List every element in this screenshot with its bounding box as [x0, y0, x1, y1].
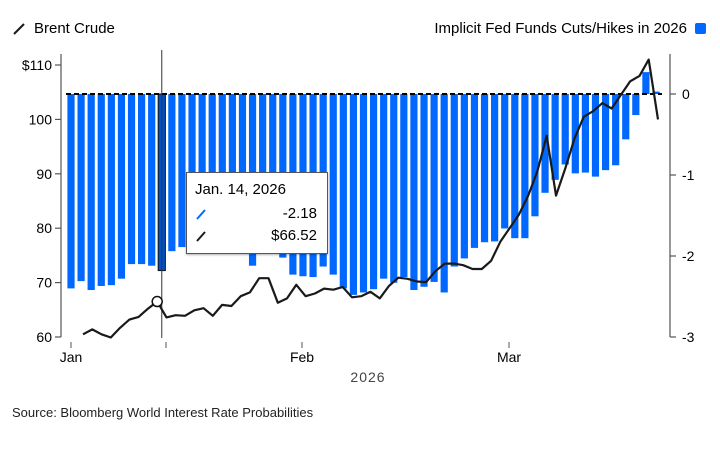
- legend-right-label: Implicit Fed Funds Cuts/Hikes in 2026: [434, 20, 687, 37]
- bar: [218, 94, 226, 244]
- bar: [77, 94, 85, 282]
- bar: [117, 94, 126, 279]
- bar: [148, 94, 156, 266]
- bar: [87, 94, 95, 291]
- tooltip: Jan. 14, 2026 -2.18 $66.52: [186, 172, 328, 254]
- tooltip-date: Jan. 14, 2026: [195, 181, 286, 198]
- bar: [511, 94, 519, 239]
- x-axis-tick-label: Mar: [497, 349, 521, 365]
- bar: [480, 94, 489, 243]
- bar-series-icon: [196, 208, 206, 220]
- left-axis-tick-label: 80: [36, 220, 52, 236]
- bar: [208, 94, 216, 250]
- bar: [349, 94, 358, 295]
- legend-fed-funds[interactable]: Implicit Fed Funds Cuts/Hikes in 2026: [434, 20, 706, 37]
- bar: [521, 94, 529, 239]
- bar: [138, 94, 146, 265]
- bar: [491, 94, 499, 242]
- bar: [440, 94, 448, 293]
- bar: [450, 94, 458, 267]
- tooltip-bar-row: -2.18: [195, 205, 317, 222]
- bar: [430, 94, 438, 282]
- bar: [390, 94, 398, 283]
- legend-brent-crude[interactable]: Brent Crude: [12, 20, 115, 37]
- bar: [410, 94, 418, 291]
- bar: [188, 94, 196, 240]
- bar: [359, 94, 368, 293]
- bar: [168, 94, 176, 252]
- x-axis-title: 2026: [350, 369, 385, 385]
- legend-left-label: Brent Crude: [34, 20, 115, 37]
- left-axis-tick-label: 70: [36, 275, 52, 291]
- bar: [632, 94, 640, 116]
- right-axis-tick-label: -1: [682, 167, 695, 183]
- left-axis-tick-label: 90: [36, 166, 52, 182]
- bar: [198, 94, 206, 243]
- bar: [238, 94, 247, 244]
- brent-crude-line: [82, 58, 660, 339]
- source-note: Source: Bloomberg World Interest Rate Pr…: [12, 405, 314, 420]
- left-axis-tick-label: 60: [36, 329, 52, 345]
- right-axis-tick-label: -3: [682, 329, 695, 345]
- bar: [561, 94, 569, 165]
- tooltip-line-row: $66.52: [195, 227, 317, 244]
- bar: [127, 94, 136, 265]
- bar: [420, 94, 428, 287]
- line-swatch-icon: [13, 22, 25, 35]
- bar: [339, 94, 347, 289]
- bar: [107, 94, 115, 286]
- bar: [501, 94, 509, 229]
- bar: [652, 91, 660, 94]
- bar: [591, 94, 600, 177]
- bar: [571, 94, 579, 174]
- bar: [369, 94, 378, 290]
- bar-swatch-icon: [695, 23, 706, 34]
- tooltip-bar-value: -2.18: [282, 205, 317, 222]
- bar: [612, 94, 620, 166]
- bar: [380, 94, 388, 279]
- chart: $110 100 90 80 70 60 0 -1 -2 -3 Jan Feb Mar 2026: [22, 50, 695, 385]
- bar: [581, 94, 589, 173]
- bar: [642, 72, 650, 94]
- left-axis-tick-label: 100: [29, 111, 53, 127]
- bar: [460, 94, 468, 259]
- bar: [470, 94, 479, 248]
- bar: [551, 94, 559, 180]
- bar: [329, 94, 337, 275]
- tooltip-line-value: $66.52: [271, 227, 317, 244]
- bar: [67, 94, 75, 289]
- bar: [601, 94, 610, 171]
- bar: [531, 94, 539, 217]
- bar: [228, 94, 236, 248]
- bar: [97, 94, 105, 286]
- x-axis-tick-label: Feb: [290, 349, 314, 365]
- x-axis-tick-label: Jan: [60, 349, 83, 365]
- right-axis-tick-label: 0: [682, 86, 690, 102]
- highlight-marker: [151, 295, 163, 308]
- bar: [178, 94, 186, 248]
- bar: [400, 94, 408, 278]
- left-axis-tick-label: $110: [22, 57, 52, 73]
- line-series-icon: [196, 230, 206, 242]
- bar: [622, 94, 630, 140]
- right-axis-tick-label: -2: [682, 248, 695, 264]
